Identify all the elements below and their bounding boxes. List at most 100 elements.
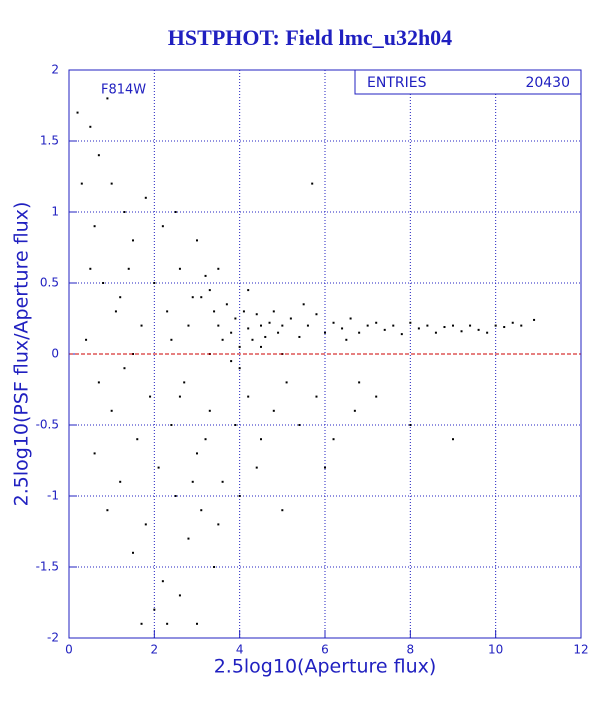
- point: [353, 409, 356, 412]
- chart-title: HSTPHOT: Field lmc_u32h04: [168, 25, 452, 50]
- point: [452, 324, 454, 327]
- point: [208, 289, 211, 292]
- point: [196, 239, 198, 242]
- point: [200, 509, 203, 512]
- x-axis-label: 2.5log10(Aperture flux): [214, 656, 437, 678]
- point: [247, 327, 250, 330]
- stats-value: 20430: [525, 75, 570, 91]
- point: [443, 326, 446, 329]
- point: [178, 395, 181, 398]
- point: [238, 345, 241, 348]
- point: [255, 466, 258, 469]
- point: [366, 324, 369, 327]
- y-tick-label: 1: [51, 205, 59, 219]
- point: [213, 566, 216, 568]
- point: [97, 381, 100, 384]
- y-tick-label: 0: [51, 347, 59, 361]
- point: [85, 338, 88, 341]
- point: [268, 321, 271, 324]
- point: [110, 182, 113, 185]
- x-tick-label: 10: [488, 643, 503, 657]
- point: [183, 381, 186, 384]
- point: [123, 367, 126, 370]
- point: [426, 324, 429, 327]
- point: [106, 509, 109, 512]
- point: [298, 335, 301, 338]
- point: [324, 331, 326, 334]
- point: [341, 327, 344, 330]
- x-tick-label: 12: [573, 643, 588, 657]
- point: [187, 537, 190, 540]
- point: [383, 328, 386, 331]
- point: [161, 580, 164, 583]
- point: [255, 313, 258, 316]
- point: [140, 622, 143, 625]
- point: [332, 321, 335, 324]
- point: [302, 303, 305, 306]
- point: [247, 395, 250, 398]
- point: [196, 452, 198, 455]
- point: [289, 317, 292, 320]
- y-tick-label: 1.5: [40, 134, 59, 148]
- point: [260, 345, 262, 348]
- x-tick-label: 6: [321, 643, 329, 657]
- point: [170, 338, 173, 341]
- point: [97, 154, 100, 157]
- y-tick-label: -1.5: [36, 560, 59, 574]
- point: [242, 310, 245, 313]
- point: [221, 338, 224, 341]
- x-tick-label: 2: [151, 643, 159, 657]
- point: [161, 225, 164, 228]
- point: [511, 321, 514, 324]
- point: [358, 331, 361, 334]
- y-tick-label: -1: [47, 489, 59, 503]
- point: [170, 424, 173, 426]
- point: [277, 331, 280, 334]
- point: [140, 324, 143, 327]
- point: [144, 196, 147, 199]
- point: [136, 438, 139, 441]
- point: [217, 523, 220, 526]
- point: [132, 239, 134, 242]
- point: [178, 594, 181, 597]
- point: [196, 622, 198, 625]
- point: [110, 409, 113, 412]
- point: [187, 324, 190, 327]
- y-tick-label: -0.5: [36, 418, 59, 432]
- point: [234, 424, 237, 426]
- frame: [68, 69, 582, 639]
- y-tick-label: 2: [51, 63, 59, 77]
- point: [174, 211, 177, 213]
- point: [166, 622, 169, 625]
- point: [324, 466, 326, 469]
- point: [93, 452, 96, 455]
- point: [477, 328, 480, 331]
- point: [213, 310, 216, 313]
- point: [520, 324, 523, 327]
- point: [247, 289, 250, 292]
- point: [332, 438, 335, 441]
- stats-box: [354, 69, 582, 95]
- point: [281, 324, 284, 327]
- point: [503, 326, 506, 329]
- point: [486, 331, 489, 334]
- point: [208, 409, 211, 412]
- point: [204, 438, 207, 441]
- point: [102, 282, 105, 284]
- point: [106, 97, 109, 100]
- point: [460, 330, 463, 333]
- point: [533, 318, 536, 321]
- point: [200, 296, 203, 299]
- y-axis-label: 2.5log10(PSF flux/Aperture flux): [11, 202, 33, 507]
- point: [345, 338, 348, 341]
- point: [375, 321, 378, 324]
- point: [149, 395, 152, 398]
- point: [76, 111, 79, 114]
- point: [434, 331, 437, 334]
- point: [217, 267, 220, 270]
- point: [409, 424, 412, 426]
- point: [306, 324, 309, 327]
- point: [191, 296, 194, 299]
- point: [153, 608, 156, 611]
